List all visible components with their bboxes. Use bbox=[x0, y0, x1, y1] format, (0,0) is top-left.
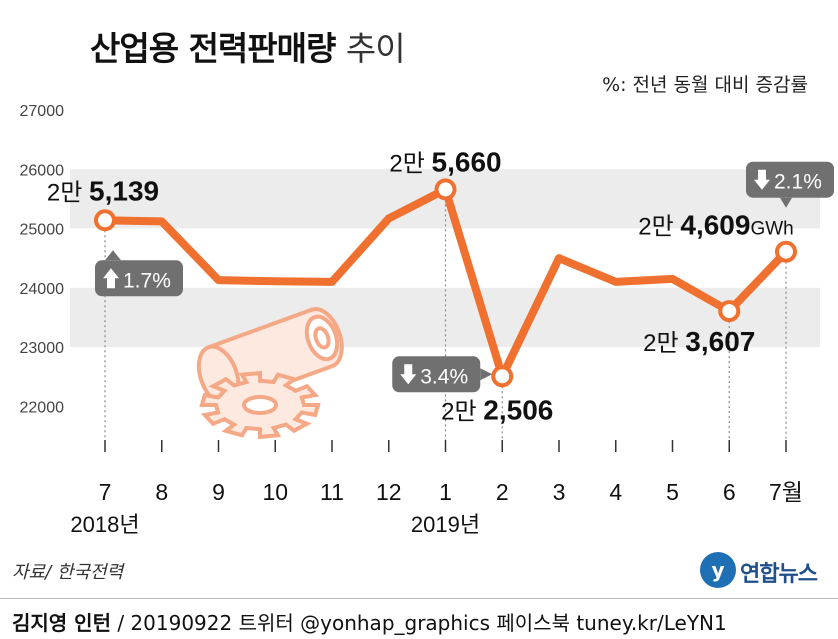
year-label: 2019년 bbox=[411, 512, 480, 537]
title-main: 산업용 전력판매량 bbox=[90, 29, 336, 68]
data-point bbox=[718, 300, 741, 323]
y-tick-label: 23000 bbox=[20, 340, 65, 357]
arrow-up-icon bbox=[103, 268, 119, 289]
value-labels: 2만 5,139 2만 5,660 2만 2,506 2만 3,607 2만 4,609… bbox=[47, 146, 794, 425]
y-tick-label: 26000 bbox=[20, 162, 65, 179]
x-tick-label: 2 bbox=[496, 479, 509, 505]
unit-label: GWh bbox=[750, 219, 793, 240]
data-point bbox=[491, 365, 514, 388]
x-tick-label: 7월 bbox=[769, 479, 803, 505]
chart-title: 산업용 전력판매량 추이 bbox=[90, 22, 406, 70]
legend-note: %: 전년 동월 대비 증감률 bbox=[602, 74, 808, 96]
x-tick-label: 11 bbox=[320, 479, 344, 505]
x-tick-label: 5 bbox=[666, 479, 679, 505]
x-tick-label: 4 bbox=[609, 479, 622, 505]
factory-illustration bbox=[196, 307, 344, 440]
value-label: 2만 2,506 bbox=[441, 394, 553, 425]
y-tick-label: 22000 bbox=[20, 399, 65, 416]
x-tick-label: 8 bbox=[155, 479, 168, 505]
data-point bbox=[94, 209, 116, 232]
data-point bbox=[775, 240, 797, 263]
source-note: 자료/ 한국전력 bbox=[12, 562, 124, 583]
arrow-down-icon bbox=[400, 364, 417, 385]
year-label: 2018년 bbox=[70, 512, 139, 537]
data-point bbox=[434, 178, 457, 201]
value-label: 2만 4,609GWh bbox=[638, 210, 793, 241]
callout-text: 3.4% bbox=[420, 365, 468, 388]
drop-lines bbox=[104, 199, 787, 440]
change-callout: 2.1% bbox=[746, 161, 834, 208]
arrow-down-icon bbox=[754, 169, 770, 190]
x-tick-label: 1 bbox=[439, 479, 452, 505]
data-points bbox=[94, 178, 797, 388]
x-tick-label: 7 bbox=[99, 479, 112, 505]
y-axis: 22000 23000 24000 25000 26000 27000 bbox=[20, 103, 65, 416]
x-tick-label: 9 bbox=[212, 479, 225, 505]
logo-mark: y bbox=[700, 552, 736, 588]
footer-info: / 20190922 트위터 @yonhap_graphics 페이스북 tun… bbox=[117, 611, 727, 635]
value-label: 2만 5,660 bbox=[389, 146, 501, 177]
value-label: 2만 3,607 bbox=[643, 326, 755, 357]
footer: 김지영 인턴 / 20190922 트위터 @yonhap_graphics 페… bbox=[0, 598, 838, 639]
chart-bands bbox=[70, 169, 820, 348]
yonhap-logo: y 연합뉴스 bbox=[700, 550, 830, 590]
grid-band bbox=[70, 287, 820, 348]
value-label: 2만 5,139 bbox=[47, 175, 159, 206]
callout-text: 1.7% bbox=[123, 269, 171, 292]
footer-credit: 김지영 인턴 / 20190922 트위터 @yonhap_graphics 페… bbox=[12, 607, 727, 636]
change-callout: 3.4% bbox=[392, 356, 493, 393]
y-tick-label: 24000 bbox=[20, 281, 65, 298]
y-tick-label: 27000 bbox=[20, 103, 65, 120]
footer-author: 김지영 인턴 bbox=[12, 611, 111, 635]
logo-name: 연합뉴스 bbox=[740, 562, 818, 587]
x-tick-label: 12 bbox=[376, 479, 402, 505]
x-tick-label: 3 bbox=[553, 479, 566, 505]
y-tick-label: 25000 bbox=[20, 222, 65, 239]
change-callouts: 1.7% 3.4% 2.1% bbox=[95, 161, 834, 393]
callout-text: 2.1% bbox=[774, 171, 822, 194]
change-callout: 1.7% bbox=[95, 250, 183, 297]
title-sub: 추이 bbox=[345, 29, 406, 68]
x-tick-label: 10 bbox=[262, 479, 288, 505]
x-tick-label: 6 bbox=[723, 479, 736, 505]
